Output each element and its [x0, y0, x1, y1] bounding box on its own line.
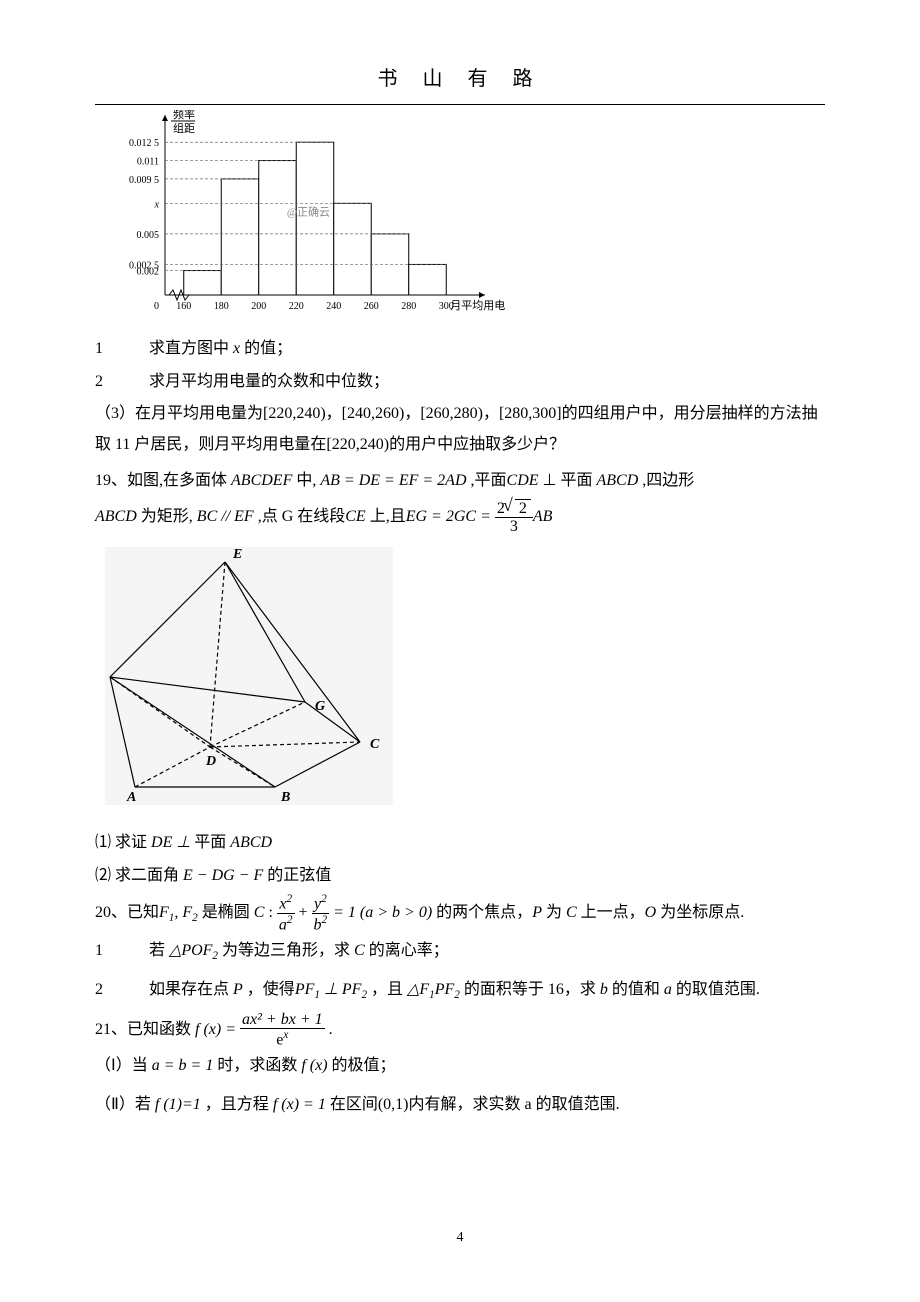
- svg-text:组距: 组距: [173, 121, 195, 135]
- svg-text:260: 260: [364, 301, 379, 312]
- header-title: 书 山 有 路: [0, 60, 920, 98]
- fraction: x2a2: [277, 893, 295, 934]
- q20-stem: 20、已知F1, F2 是椭圆 C : x2a2 + y2b2 = 1 (a >…: [95, 893, 825, 934]
- sub-text: 求直方图中 x 的值；: [149, 334, 292, 364]
- sub-text: 求月平均用电量的众数和中位数；: [149, 367, 389, 397]
- histogram-figure: 频率组距0.012 50.0110.009 5x0.0050.002 50.00…: [105, 110, 825, 326]
- svg-text:G: G: [315, 699, 325, 714]
- svg-text:D: D: [205, 754, 216, 769]
- svg-text:220: 220: [289, 301, 304, 312]
- q18-sub2: 2 求月平均用电量的众数和中位数；: [95, 367, 825, 397]
- q21-sub2: （Ⅱ）若 f (1)=1 ，且方程 f (x) = 1 在区间(0,1)内有解，…: [95, 1090, 825, 1120]
- q19-stem: 19、如图,在多面体 ABCDEF 中, AB = DE = EF = 2AD …: [95, 466, 825, 496]
- sub-number: 1: [95, 936, 109, 966]
- svg-text:0: 0: [154, 301, 159, 312]
- histogram-svg: 频率组距0.012 50.0110.009 5x0.0050.002 50.00…: [105, 110, 505, 315]
- q18-sub3: （3）在月平均用电量为[220,240)，[240,260)，[260,280)…: [95, 399, 825, 460]
- svg-text:频率: 频率: [173, 110, 195, 121]
- svg-text:A: A: [126, 790, 136, 805]
- q19-stem-line2: ABCD 为矩形, BC // EF ,点 G 在线段CE 上,且EG = 2G…: [95, 498, 825, 536]
- svg-text:180: 180: [214, 301, 229, 312]
- q21-sub1: （Ⅰ）当 a = b = 1 时，求函数 f (x) 的极值；: [95, 1051, 825, 1081]
- header-rule: [95, 104, 825, 105]
- sub-text: 若 △POF2 为等边三角形，求 C 的离心率；: [149, 936, 449, 967]
- q21-stem: 21、已知函数 f (x) = ax² + bx + 1 ex .: [95, 1011, 825, 1050]
- content-body: 频率组距0.012 50.0110.009 5x0.0050.002 50.00…: [95, 110, 825, 1120]
- svg-text:0.005: 0.005: [137, 230, 160, 241]
- svg-text:0.002: 0.002: [137, 267, 160, 278]
- svg-text:@正确云: @正确云: [287, 206, 330, 219]
- geometry-figure: ABDCFGE: [105, 547, 825, 818]
- sub-number: 1: [95, 334, 109, 364]
- svg-text:0.009 5: 0.009 5: [129, 175, 159, 186]
- page-number: 4: [0, 1225, 920, 1252]
- fraction: 2√ 2 3: [495, 500, 533, 536]
- fraction: ax² + bx + 1 ex: [240, 1011, 325, 1050]
- sub-number: 2: [95, 975, 109, 1005]
- svg-text:200: 200: [251, 301, 266, 312]
- svg-text:E: E: [232, 547, 242, 562]
- sub-text: 如果存在点 P ，使得PF1 ⊥ PF2 ，且 △F1PF2 的面积等于 16，…: [149, 975, 760, 1006]
- svg-text:x: x: [154, 199, 160, 210]
- q18-sub1: 1 求直方图中 x 的值；: [95, 334, 825, 364]
- q20-sub1: 1 若 △POF2 为等边三角形，求 C 的离心率；: [95, 936, 825, 967]
- q19-sub2: ⑵ 求二面角 E − DG − F 的正弦值: [95, 861, 825, 891]
- svg-text:280: 280: [401, 301, 416, 312]
- q20-sub2: 2 如果存在点 P ，使得PF1 ⊥ PF2 ，且 △F1PF2 的面积等于 1…: [95, 975, 825, 1006]
- svg-text:0.012 5: 0.012 5: [129, 138, 159, 149]
- svg-text:B: B: [280, 790, 290, 805]
- fraction: y2b2: [312, 893, 330, 934]
- svg-text:C: C: [370, 737, 380, 752]
- page-header: 书 山 有 路: [0, 60, 920, 105]
- sub-number: 2: [95, 367, 109, 397]
- svg-text:0.011: 0.011: [137, 157, 159, 168]
- geometry-svg: ABDCFGE: [105, 547, 395, 807]
- svg-text:240: 240: [326, 301, 341, 312]
- svg-text:160: 160: [176, 301, 191, 312]
- q19-sub1: ⑴ 求证 DE ⊥ 平面 ABCD: [95, 828, 825, 858]
- svg-text:月平均用电量/度: 月平均用电量/度: [450, 298, 505, 312]
